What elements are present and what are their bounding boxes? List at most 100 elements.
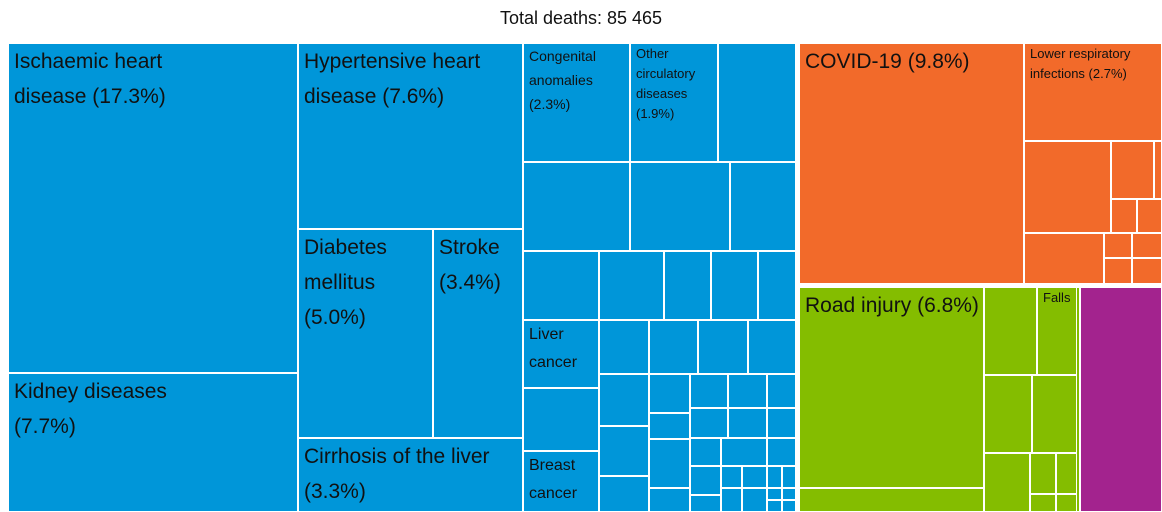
tile-name: Breast cancer xyxy=(529,457,578,502)
tile xyxy=(690,374,728,408)
tile xyxy=(782,488,796,500)
tile xyxy=(1032,375,1077,453)
tile-value: (3.3%) xyxy=(304,480,366,503)
tile xyxy=(690,466,721,495)
tile: Liver cancer xyxy=(523,320,599,388)
tile: Kidney diseases (7.7%) xyxy=(8,373,298,512)
tile-value: (1.9%) xyxy=(636,106,675,121)
tile xyxy=(728,374,767,408)
tile-value: (7.6%) xyxy=(382,85,445,108)
tile xyxy=(1137,199,1162,233)
tile xyxy=(649,374,690,413)
tile-label: COVID-19 (9.8%) xyxy=(805,44,1005,79)
tile-value: (3.4%) xyxy=(439,271,501,294)
tile-label: Diabetes mellitus (5.0%) xyxy=(304,230,414,335)
tile xyxy=(1154,141,1162,199)
tile xyxy=(721,466,742,488)
tile xyxy=(690,408,728,438)
tile xyxy=(984,453,1030,512)
tile: Cirrhosis of the liver (3.3%) xyxy=(298,438,523,512)
tile xyxy=(1024,141,1111,233)
tile: Stroke (3.4%) xyxy=(433,229,523,438)
tile xyxy=(1056,453,1077,494)
tile-label: Kidney diseases (7.7%) xyxy=(14,374,214,444)
tile xyxy=(728,408,767,438)
tile-name: Falls xyxy=(1043,290,1071,305)
tile xyxy=(690,438,721,466)
tile: Breast cancer xyxy=(523,451,599,512)
tile xyxy=(599,320,649,374)
tile xyxy=(599,251,664,320)
tile xyxy=(721,438,767,466)
tile xyxy=(1056,494,1077,512)
tile xyxy=(799,488,984,512)
tile: Falls xyxy=(1037,287,1077,375)
tile-label: Breast cancer xyxy=(529,452,598,508)
tile-group xyxy=(1080,287,1162,512)
tile xyxy=(599,476,649,512)
tile-value: (6.8%) xyxy=(917,294,979,317)
tile-name: Kidney diseases xyxy=(14,380,167,403)
tile xyxy=(767,466,782,488)
tile xyxy=(1132,233,1162,258)
tile-value: (17.3%) xyxy=(92,85,166,108)
tile-label: Cirrhosis of the liver (3.3%) xyxy=(304,439,494,509)
tile-value: (2.7%) xyxy=(1088,66,1127,81)
tile: Hypertensive heart disease (7.6%) xyxy=(298,43,523,229)
tile xyxy=(599,426,649,476)
tile xyxy=(523,251,599,320)
tile xyxy=(1132,258,1162,284)
tile-name: Stroke xyxy=(439,236,500,259)
tile xyxy=(767,438,796,466)
tile xyxy=(690,495,721,512)
tile xyxy=(767,500,782,512)
tile xyxy=(1111,199,1137,233)
tile xyxy=(630,162,730,251)
tile-label: Falls xyxy=(1043,288,1076,308)
tile xyxy=(649,488,690,512)
tile: Congenital anomalies (2.3%) xyxy=(523,43,630,162)
tile xyxy=(767,408,796,438)
tile: Diabetes mellitus (5.0%) xyxy=(298,229,433,438)
tile-value: (9.8%) xyxy=(907,50,970,73)
tile-name: Cirrhosis of the liver xyxy=(304,445,490,468)
tile xyxy=(748,320,796,374)
tile xyxy=(984,375,1032,453)
tile: Road injury (6.8%) xyxy=(799,287,984,488)
tile xyxy=(664,251,711,320)
tile xyxy=(742,466,767,488)
tile xyxy=(523,162,630,251)
chart-title: Total deaths: 85 465 xyxy=(499,8,663,28)
tile xyxy=(718,43,796,162)
tile xyxy=(1104,233,1132,258)
tile: Ischaemic heart disease (17.3%) xyxy=(8,43,298,373)
tile xyxy=(1111,141,1154,199)
tile xyxy=(782,466,796,488)
tile-label: Ischaemic heart disease (17.3%) xyxy=(14,44,214,114)
tile-name: Road injury xyxy=(805,294,912,317)
tile xyxy=(649,439,690,488)
tile xyxy=(649,413,690,439)
tile-label: Liver cancer xyxy=(529,321,598,377)
tile xyxy=(758,251,796,320)
tile-name: Lower respiratory infections xyxy=(1030,46,1131,81)
tile-label: Lower respiratory infections (2.7%) xyxy=(1030,44,1160,84)
tile-name: Diabetes mellitus xyxy=(304,236,387,294)
tile-label: Stroke (3.4%) xyxy=(439,230,519,300)
tile-name: Other circulatory diseases xyxy=(636,46,696,101)
tile xyxy=(599,374,649,426)
tile xyxy=(742,488,767,512)
tile-name: Ischaemic heart disease xyxy=(14,50,163,108)
tile-name: Congenital anomalies xyxy=(529,48,596,88)
tile-name: Hypertensive heart disease xyxy=(304,50,481,108)
tile xyxy=(730,162,796,251)
tile-value: (5.0%) xyxy=(304,306,366,329)
tile: Lower respiratory infections (2.7%) xyxy=(1024,43,1162,141)
tile-label: Hypertensive heart disease (7.6%) xyxy=(304,44,484,114)
tile-value: (2.3%) xyxy=(529,96,571,112)
tile-label: Other circulatory diseases (1.9%) xyxy=(636,44,716,124)
tile xyxy=(767,374,796,408)
tile-label: Road injury (6.8%) xyxy=(805,288,983,323)
tile-name: Liver cancer xyxy=(529,326,578,371)
